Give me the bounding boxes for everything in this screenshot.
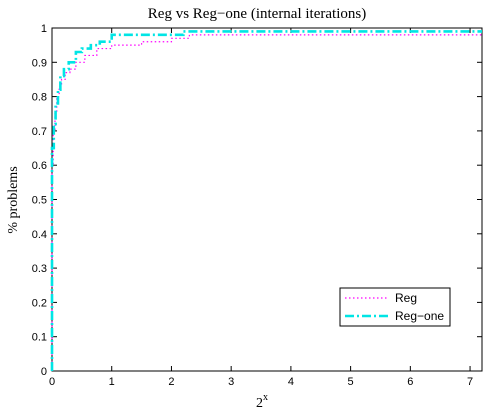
ticks: 0 1 2 3 4 5 6 7 0 0.1 0.2 0.3 0.4 0.5 0.6 0.7 0.8 0.9 1 bbox=[32, 23, 482, 388]
x-axis-label-base: 2 bbox=[256, 396, 263, 410]
y-tick-label: 0.8 bbox=[32, 92, 47, 104]
x-tick-label: 5 bbox=[348, 376, 354, 388]
y-tick-label: 0 bbox=[41, 366, 47, 378]
legend-label-reg: Reg bbox=[395, 291, 417, 305]
legend-label-reg-one: Reg−one bbox=[395, 309, 444, 323]
x-tick-label: 2 bbox=[168, 376, 174, 388]
x-axis-label: 2x bbox=[256, 392, 268, 410]
y-axis-label: % problems bbox=[6, 166, 21, 233]
x-tick-label: 3 bbox=[228, 376, 234, 388]
legend: Reg Reg−one bbox=[339, 287, 451, 327]
series-line-reg-one bbox=[50, 30, 482, 371]
y-tick-label: 1 bbox=[41, 23, 47, 35]
y-tick-label: 0.5 bbox=[32, 195, 47, 207]
x-tick-label: 6 bbox=[407, 376, 413, 388]
chart-title: Reg vs Reg−one (internal iterations) bbox=[148, 6, 366, 22]
y-tick-label: 0.3 bbox=[32, 263, 47, 275]
x-tick-label: 1 bbox=[109, 376, 115, 388]
series-layer bbox=[50, 30, 482, 371]
x-tick-label: 4 bbox=[288, 376, 294, 388]
x-tick-label: 0 bbox=[49, 376, 55, 388]
x-axis-label-sup: x bbox=[263, 392, 268, 403]
y-tick-label: 0.9 bbox=[32, 57, 47, 69]
legend-box bbox=[339, 287, 451, 327]
y-tick-label: 0.4 bbox=[32, 229, 47, 241]
y-tick-label: 0.6 bbox=[32, 160, 47, 172]
y-tick-label: 0.1 bbox=[32, 332, 47, 344]
y-tick-label: 0.2 bbox=[32, 297, 47, 309]
x-tick-label: 7 bbox=[467, 376, 473, 388]
y-tick-label: 0.7 bbox=[32, 126, 47, 138]
